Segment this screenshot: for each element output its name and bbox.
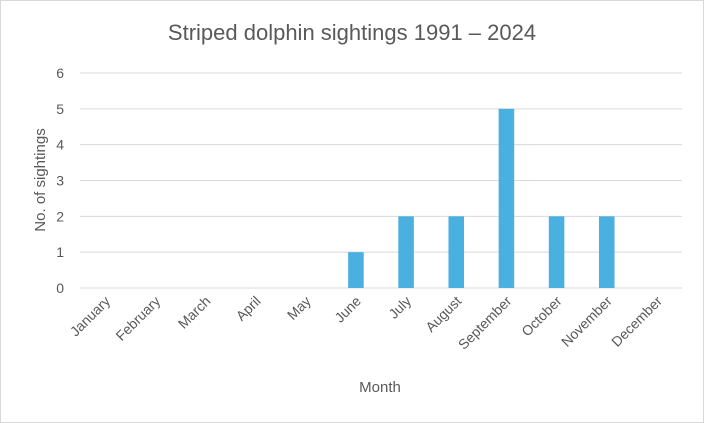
y-tick-label: 3 [56, 173, 64, 189]
y-axis-ticks: 0 1 2 3 4 5 6 [56, 65, 64, 296]
x-tick-label: May [284, 293, 314, 323]
x-tick-label: June [331, 293, 364, 326]
y-tick-label: 4 [56, 137, 64, 153]
x-tick-label: September [455, 293, 515, 353]
y-tick-label: 1 [56, 244, 64, 260]
bar-july [398, 216, 414, 288]
x-tick-label: April [233, 293, 264, 324]
bar-august [448, 216, 465, 288]
x-axis-ticks: January February March April May June July Augu… [67, 293, 666, 353]
bar-september [498, 108, 515, 288]
gridlines [80, 72, 682, 289]
y-tick-label: 0 [56, 280, 64, 296]
bar-october [548, 216, 565, 288]
y-tick-label: 2 [56, 208, 64, 224]
chart-title: Striped dolphin sightings 1991 – 2024 [168, 20, 536, 45]
x-tick-label: February [112, 293, 163, 344]
bar-june [348, 252, 364, 288]
bars [348, 108, 615, 288]
bar-november [598, 216, 615, 288]
y-tick-label: 5 [56, 101, 64, 117]
x-tick-label: December [608, 293, 665, 350]
y-tick-label: 6 [56, 65, 64, 81]
x-tick-label: March [175, 293, 214, 332]
x-tick-label: October [518, 293, 565, 340]
x-tick-label: November [558, 293, 615, 350]
x-tick-label: August [422, 293, 464, 335]
x-tick-label: July [385, 293, 414, 322]
x-tick-label: January [67, 293, 114, 340]
x-axis-title: Month [359, 379, 401, 396]
y-axis-title: No. of sightings [32, 128, 49, 231]
